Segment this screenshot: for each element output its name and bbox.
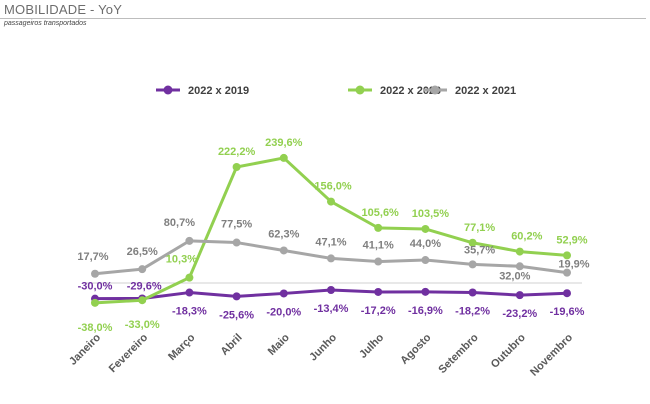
- chart-title: MOBILIDADE - YoY: [4, 2, 123, 17]
- data-point-s1-0: [91, 298, 99, 307]
- data-point-s2-1: [138, 265, 147, 274]
- data-label-s1-8: 77,1%: [464, 222, 495, 234]
- x-tick-label-3: Abril: [219, 332, 245, 358]
- data-label-s0-1: -29,6%: [127, 280, 162, 292]
- title-divider: [0, 18, 646, 19]
- data-label-s1-2: 10,3%: [166, 254, 197, 266]
- data-point-s2-7: [421, 256, 430, 265]
- data-point-s2-0: [91, 269, 99, 278]
- x-tick-label-9: Outubro: [489, 331, 528, 370]
- x-tick-label-0: Janeiro: [67, 331, 103, 367]
- data-point-s2-6: [374, 257, 383, 266]
- data-label-s2-7: 44,0%: [410, 238, 441, 250]
- data-point-s0-8: [468, 288, 477, 297]
- x-tick-label-7: Agosto: [398, 331, 433, 366]
- x-tick-label-1: Fevereiro: [107, 331, 151, 375]
- data-label-s1-10: 52,9%: [556, 234, 587, 246]
- data-point-s2-10: [563, 268, 571, 277]
- chart-subtitle: passageiros transportados: [4, 20, 87, 27]
- data-point-s0-7: [421, 287, 430, 296]
- data-label-s2-2: 80,7%: [164, 217, 195, 229]
- data-label-s0-0: -30,0%: [78, 281, 113, 293]
- data-point-s0-9: [515, 291, 524, 300]
- data-label-s1-4: 239,6%: [265, 137, 303, 149]
- x-tick-label-10: Novembro: [528, 331, 575, 378]
- data-label-s1-7: 103,5%: [412, 208, 450, 220]
- data-label-s1-0: -38,0%: [78, 322, 113, 334]
- legend-marker-0: [163, 85, 173, 95]
- data-label-s2-8: 35,7%: [464, 244, 495, 256]
- data-point-s1-6: [374, 223, 383, 232]
- data-point-s0-6: [374, 287, 383, 296]
- data-point-s2-4: [279, 246, 288, 255]
- data-point-s1-7: [421, 224, 430, 233]
- data-label-s0-2: -18,3%: [172, 306, 207, 318]
- data-label-s0-9: -23,2%: [502, 308, 537, 320]
- data-label-s2-5: 47,1%: [315, 236, 346, 248]
- data-label-s2-1: 26,5%: [127, 246, 158, 258]
- data-label-s1-3: 222,2%: [218, 146, 256, 158]
- data-point-s0-4: [279, 289, 288, 298]
- data-point-s0-10: [563, 289, 571, 298]
- legend-marker-1: [355, 85, 365, 95]
- data-label-s0-6: -17,2%: [361, 305, 396, 317]
- legend-label-0: 2022 x 2019: [188, 85, 249, 97]
- data-label-s0-4: -20,0%: [266, 306, 301, 318]
- x-tick-label-5: Junho: [307, 331, 339, 363]
- data-label-s0-3: -25,6%: [219, 309, 254, 321]
- data-label-s1-6: 105,6%: [362, 207, 400, 219]
- data-point-s0-5: [327, 285, 335, 294]
- data-label-s0-8: -18,2%: [455, 306, 490, 318]
- data-point-s2-9: [515, 262, 524, 271]
- x-tick-label-6: Julho: [357, 331, 386, 360]
- data-label-s2-3: 77,5%: [221, 219, 252, 231]
- data-label-s0-10: -19,6%: [550, 306, 585, 318]
- data-point-s0-2: [185, 288, 194, 297]
- data-label-s1-5: 156,0%: [314, 181, 352, 193]
- data-label-s1-1: -33,0%: [125, 319, 160, 331]
- data-point-s1-4: [279, 153, 288, 162]
- data-label-s2-9: 32,0%: [499, 270, 530, 282]
- legend-marker-2: [430, 85, 440, 95]
- data-point-s0-3: [232, 292, 241, 301]
- data-label-s2-0: 17,7%: [77, 251, 108, 263]
- data-point-s1-3: [232, 163, 241, 172]
- data-label-s0-7: -16,9%: [408, 305, 443, 317]
- data-point-s1-9: [515, 247, 524, 256]
- x-tick-label-8: Setembro: [436, 331, 481, 376]
- legend-label-1: 2022 x 2020: [380, 85, 441, 97]
- legend-label-2: 2022 x 2021: [455, 85, 516, 97]
- data-label-s1-9: 60,2%: [511, 231, 542, 243]
- data-point-s1-1: [138, 296, 147, 305]
- data-label-s0-5: -13,4%: [314, 303, 349, 315]
- data-point-s1-10: [563, 251, 571, 260]
- data-point-s2-2: [185, 236, 194, 245]
- x-tick-label-2: Março: [166, 331, 198, 363]
- data-point-s2-5: [327, 254, 335, 263]
- data-label-s2-4: 62,3%: [268, 228, 299, 240]
- data-label-s2-6: 41,1%: [363, 240, 394, 252]
- data-point-s1-5: [327, 197, 335, 206]
- data-point-s1-8: [468, 238, 477, 247]
- data-label-s2-10: 19,9%: [558, 259, 589, 271]
- x-tick-label-4: Maio: [266, 331, 292, 357]
- data-point-s2-8: [468, 260, 477, 269]
- data-point-s1-2: [185, 273, 194, 282]
- data-point-s2-3: [232, 238, 241, 247]
